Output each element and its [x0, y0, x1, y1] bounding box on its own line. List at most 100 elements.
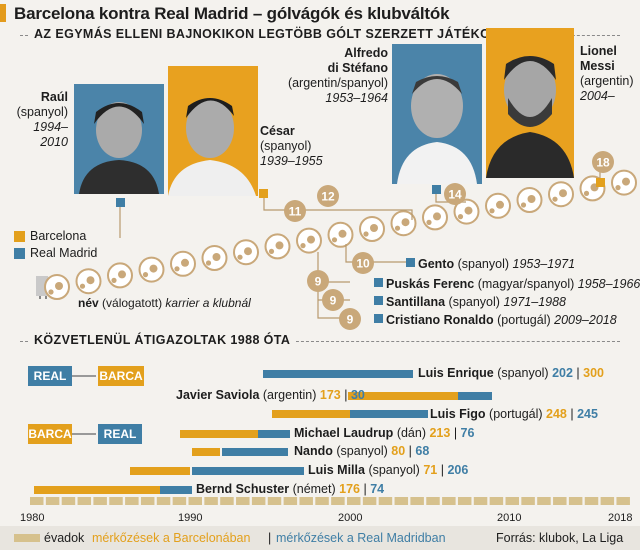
football-icon	[264, 233, 291, 260]
season-block	[600, 497, 615, 505]
tick-2018: 2018	[608, 512, 633, 524]
season-block	[267, 497, 282, 505]
season-block	[537, 497, 551, 505]
lower-puskas: Puskás Ferenc (magyar/spanyol) 1958–1966	[386, 277, 640, 291]
footer-season-swatch	[14, 534, 40, 542]
bar-laudrup-real	[258, 430, 290, 438]
season-block	[30, 497, 44, 505]
section2-title: KÖZVETLENÜL ÁTIGAZOLTAK 1988 ÓTA	[28, 333, 297, 347]
key-barca-box: BARCA	[98, 366, 144, 386]
club-square-ronaldo	[374, 314, 383, 323]
footer-source: Forrás: klubok, La Liga	[496, 531, 624, 545]
football-icon	[107, 262, 133, 289]
season-block	[553, 497, 567, 505]
goal-marker-cesar: 11	[284, 200, 306, 222]
football-icon	[170, 250, 196, 277]
svg-text:10: 10	[356, 257, 370, 271]
photo-raul	[74, 84, 164, 194]
season-block	[236, 497, 250, 505]
bar-nando-barca	[192, 448, 220, 456]
transfer-saviola-label: Javier Saviola (argentin) 173 | 30	[176, 388, 365, 402]
season-block	[93, 497, 107, 505]
football-icon	[390, 210, 417, 237]
season-block	[188, 497, 202, 505]
season-block	[362, 497, 377, 505]
photo-cesar	[168, 66, 258, 196]
caption-di-stefano: Alfredo di Stéfano (argentin/spanyol) 1953–…	[287, 46, 388, 105]
title-accent	[0, 4, 6, 22]
page-title: Barcelona kontra Real Madrid – gólvágók …	[14, 4, 450, 23]
key-arrow-1	[72, 375, 96, 377]
season-block	[220, 497, 234, 505]
football-icon	[359, 216, 385, 242]
transfer-schuster-label: Bernd Schuster (német) 176 | 74	[196, 482, 385, 496]
football-icon	[485, 192, 511, 219]
football-icon	[201, 245, 228, 271]
football-icon	[138, 256, 165, 283]
caption-cesar: César (spanyol) 1939–1955	[260, 124, 323, 168]
bar-saviola-barca	[348, 392, 458, 400]
club-square-distefano	[432, 185, 441, 194]
season-timeline	[30, 497, 630, 505]
season-block	[315, 497, 329, 505]
transfer-figo-label: Luis Figo (portugál) 248 | 245	[430, 407, 598, 421]
bar-figo-real	[350, 410, 428, 418]
goal-marker-messi: 18	[592, 151, 614, 173]
club-square-raul	[116, 198, 125, 207]
footer-sep: |	[268, 531, 272, 545]
svg-text:9: 9	[330, 294, 337, 308]
key-arrow-2	[72, 433, 96, 435]
bar-schuster-real	[160, 486, 192, 494]
season-block	[156, 497, 171, 505]
transfer-nando-label: Nando (spanyol) 80 | 68	[294, 444, 430, 458]
key-real-box-2: REAL	[98, 424, 142, 444]
football-icon	[422, 204, 448, 231]
bar-schuster-barca	[34, 486, 160, 494]
legend-barcelona-swatch	[14, 231, 25, 242]
season-block	[568, 497, 583, 505]
season-block	[140, 497, 155, 505]
lower-ronaldo: Cristiano Ronaldo (portugál) 2009–2018	[386, 313, 617, 327]
season-block	[283, 497, 298, 505]
svg-text:9: 9	[315, 275, 322, 289]
season-block	[489, 497, 504, 505]
lower-gento: Gento (spanyol) 1953–1971	[418, 257, 576, 271]
connector-cesar	[263, 198, 413, 220]
bar-figo-barca	[272, 410, 350, 418]
club-square-messi	[596, 178, 605, 187]
tick-2000: 2000	[338, 512, 363, 524]
goal-marker-puskas: 9	[307, 270, 329, 292]
football-icon	[75, 268, 102, 295]
photo-di-stefano	[392, 44, 482, 184]
season-block	[616, 497, 630, 505]
footer-real: mérkőzések a Real Madridban	[276, 531, 446, 545]
key-barca-box-2: BARCA	[28, 424, 72, 444]
season-block	[584, 497, 599, 505]
football-icon	[233, 239, 259, 266]
season-block	[473, 497, 488, 505]
tick-1980: 1980	[20, 512, 45, 524]
season-block	[109, 497, 123, 505]
football-icon	[327, 221, 354, 248]
football-icon	[296, 227, 322, 254]
footer: évadok mérkőzések a Barcelonában | mérkő…	[0, 526, 640, 550]
season-block	[204, 497, 218, 505]
transfer-laudrup-label: Michael Laudrup (dán) 213 | 76	[294, 426, 475, 440]
season-block	[61, 497, 76, 505]
season-block	[347, 497, 361, 505]
connector-gento	[345, 244, 410, 263]
season-block	[442, 497, 456, 505]
section2-line	[20, 341, 620, 342]
season-block	[505, 497, 519, 505]
lower-santillana: Santillana (spanyol) 1971–1988	[386, 295, 567, 309]
legend-barcelona: Barcelona	[30, 229, 87, 243]
season-block	[299, 497, 313, 505]
caption-raul: Raúl (spanyol) 1994–2010	[16, 90, 68, 149]
key-note: név (válogatott) karrier a klubnál	[78, 296, 251, 310]
club-square-gento	[406, 258, 415, 267]
bar-enrique-real-b	[263, 370, 413, 378]
club-square-puskas	[374, 278, 383, 287]
bar-nando-real	[222, 448, 288, 456]
svg-text:9: 9	[347, 313, 354, 327]
tick-2010: 2010	[497, 512, 522, 524]
